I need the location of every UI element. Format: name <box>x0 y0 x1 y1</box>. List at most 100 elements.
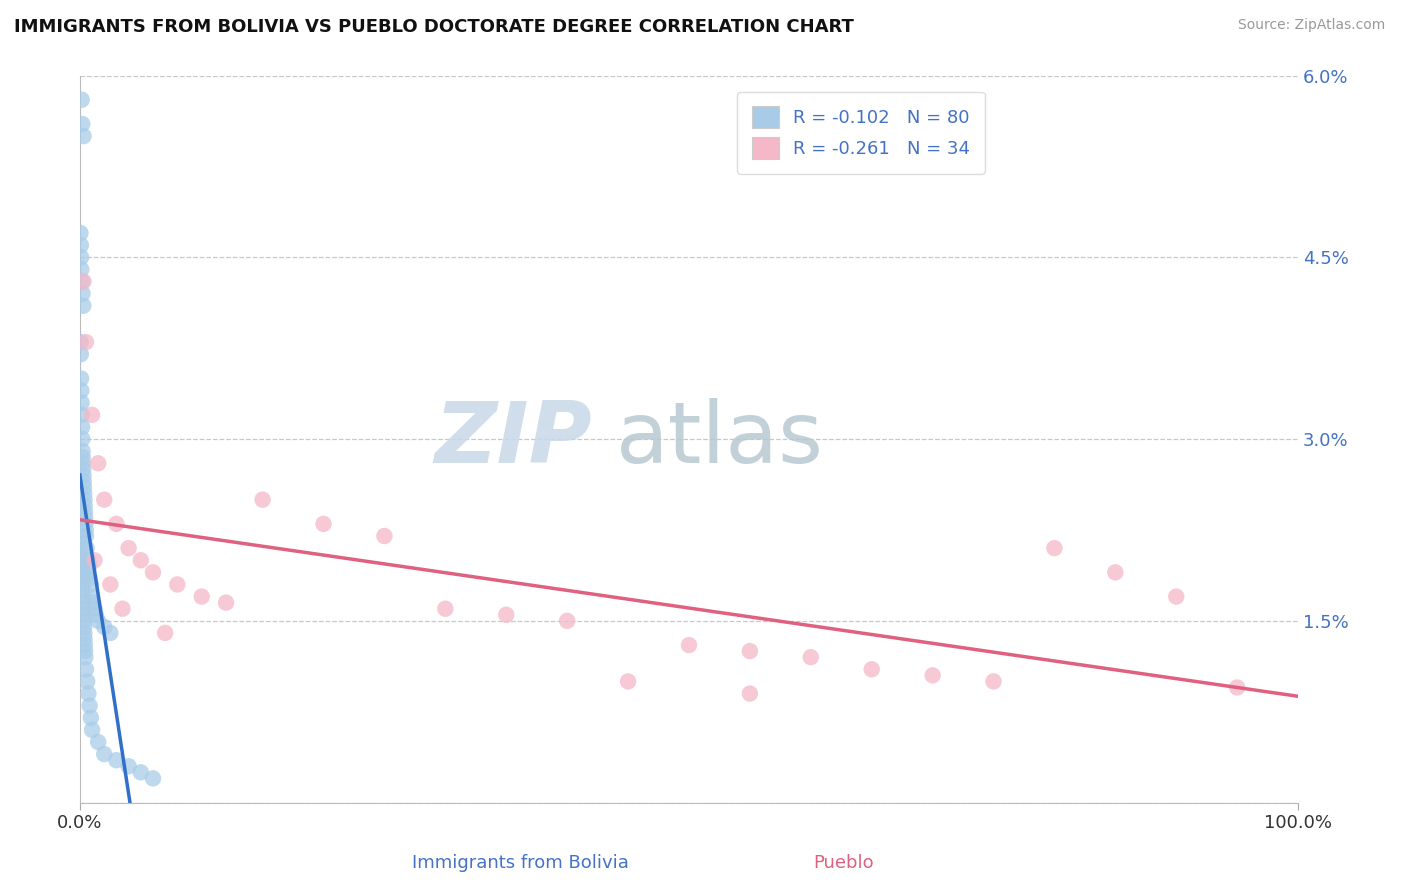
Point <box>129 765 152 780</box>
Point <box>215 596 238 610</box>
Point <box>87 456 110 470</box>
Point <box>72 596 94 610</box>
Point <box>72 117 94 131</box>
Point <box>252 492 274 507</box>
Point <box>72 444 94 458</box>
Point <box>373 529 395 543</box>
Point <box>70 408 93 422</box>
Point <box>73 475 96 489</box>
Text: IMMIGRANTS FROM BOLIVIA VS PUEBLO DOCTORATE DEGREE CORRELATION CHART: IMMIGRANTS FROM BOLIVIA VS PUEBLO DOCTOR… <box>14 18 853 36</box>
Point <box>800 650 823 665</box>
Point <box>495 607 517 622</box>
Point <box>70 566 93 580</box>
Point <box>93 620 115 634</box>
Point <box>72 601 94 615</box>
Point <box>1104 566 1126 580</box>
Point <box>77 553 100 567</box>
Point <box>1226 681 1249 695</box>
Text: atlas: atlas <box>616 398 824 481</box>
Point <box>87 614 110 628</box>
Point <box>434 601 457 615</box>
Point <box>77 687 100 701</box>
Text: ZIP: ZIP <box>434 398 592 481</box>
Point <box>70 93 93 107</box>
Point <box>75 662 97 676</box>
Point <box>72 456 94 470</box>
Point <box>75 644 97 658</box>
Point <box>73 492 96 507</box>
Point <box>860 662 883 676</box>
Point <box>72 286 94 301</box>
Point <box>555 614 578 628</box>
Point <box>77 559 100 574</box>
Point <box>72 129 94 144</box>
Point <box>73 626 96 640</box>
Point <box>73 632 96 646</box>
Point <box>80 711 103 725</box>
Text: Immigrants from Bolivia: Immigrants from Bolivia <box>412 855 628 872</box>
Point <box>1166 590 1188 604</box>
Point <box>80 577 103 591</box>
Point <box>117 541 139 555</box>
Point <box>75 523 97 537</box>
Point <box>983 674 1005 689</box>
Point <box>82 596 104 610</box>
Point <box>93 747 115 761</box>
Point <box>73 481 96 495</box>
Point <box>76 674 98 689</box>
Point <box>678 638 700 652</box>
Point <box>72 583 94 598</box>
Point <box>75 650 97 665</box>
Point <box>84 607 107 622</box>
Point <box>69 529 91 543</box>
Point <box>129 553 152 567</box>
Point <box>75 516 97 531</box>
Point <box>76 553 98 567</box>
Point <box>72 590 94 604</box>
Point <box>70 559 93 574</box>
Text: Source: ZipAtlas.com: Source: ZipAtlas.com <box>1237 18 1385 32</box>
Point <box>105 516 128 531</box>
Point <box>72 607 94 622</box>
Point <box>79 698 101 713</box>
Point <box>738 687 761 701</box>
Point <box>76 541 98 555</box>
Point <box>69 238 91 252</box>
Point <box>111 601 134 615</box>
Point <box>1043 541 1066 555</box>
Point <box>72 462 94 476</box>
Point <box>98 577 121 591</box>
Point <box>73 505 96 519</box>
Point <box>70 250 93 264</box>
Point <box>87 735 110 749</box>
Point <box>69 535 91 549</box>
Point <box>69 226 91 240</box>
Point <box>83 553 105 567</box>
Point <box>72 299 94 313</box>
Point <box>921 668 943 682</box>
Point <box>70 262 93 277</box>
Point <box>98 626 121 640</box>
Point <box>70 371 93 385</box>
Point <box>117 759 139 773</box>
Point <box>72 432 94 446</box>
Point <box>76 566 98 580</box>
Point <box>79 571 101 585</box>
Point <box>73 638 96 652</box>
Point <box>80 723 103 737</box>
Point <box>73 614 96 628</box>
Point <box>70 541 93 555</box>
Point <box>72 577 94 591</box>
Point <box>69 347 91 361</box>
Point <box>617 674 640 689</box>
Point <box>83 601 105 615</box>
Point <box>72 468 94 483</box>
Point <box>73 486 96 500</box>
Point <box>70 547 93 561</box>
Point <box>75 335 97 350</box>
Point <box>75 511 97 525</box>
Point <box>70 420 93 434</box>
Point <box>80 408 103 422</box>
Point <box>93 492 115 507</box>
Point <box>73 620 96 634</box>
